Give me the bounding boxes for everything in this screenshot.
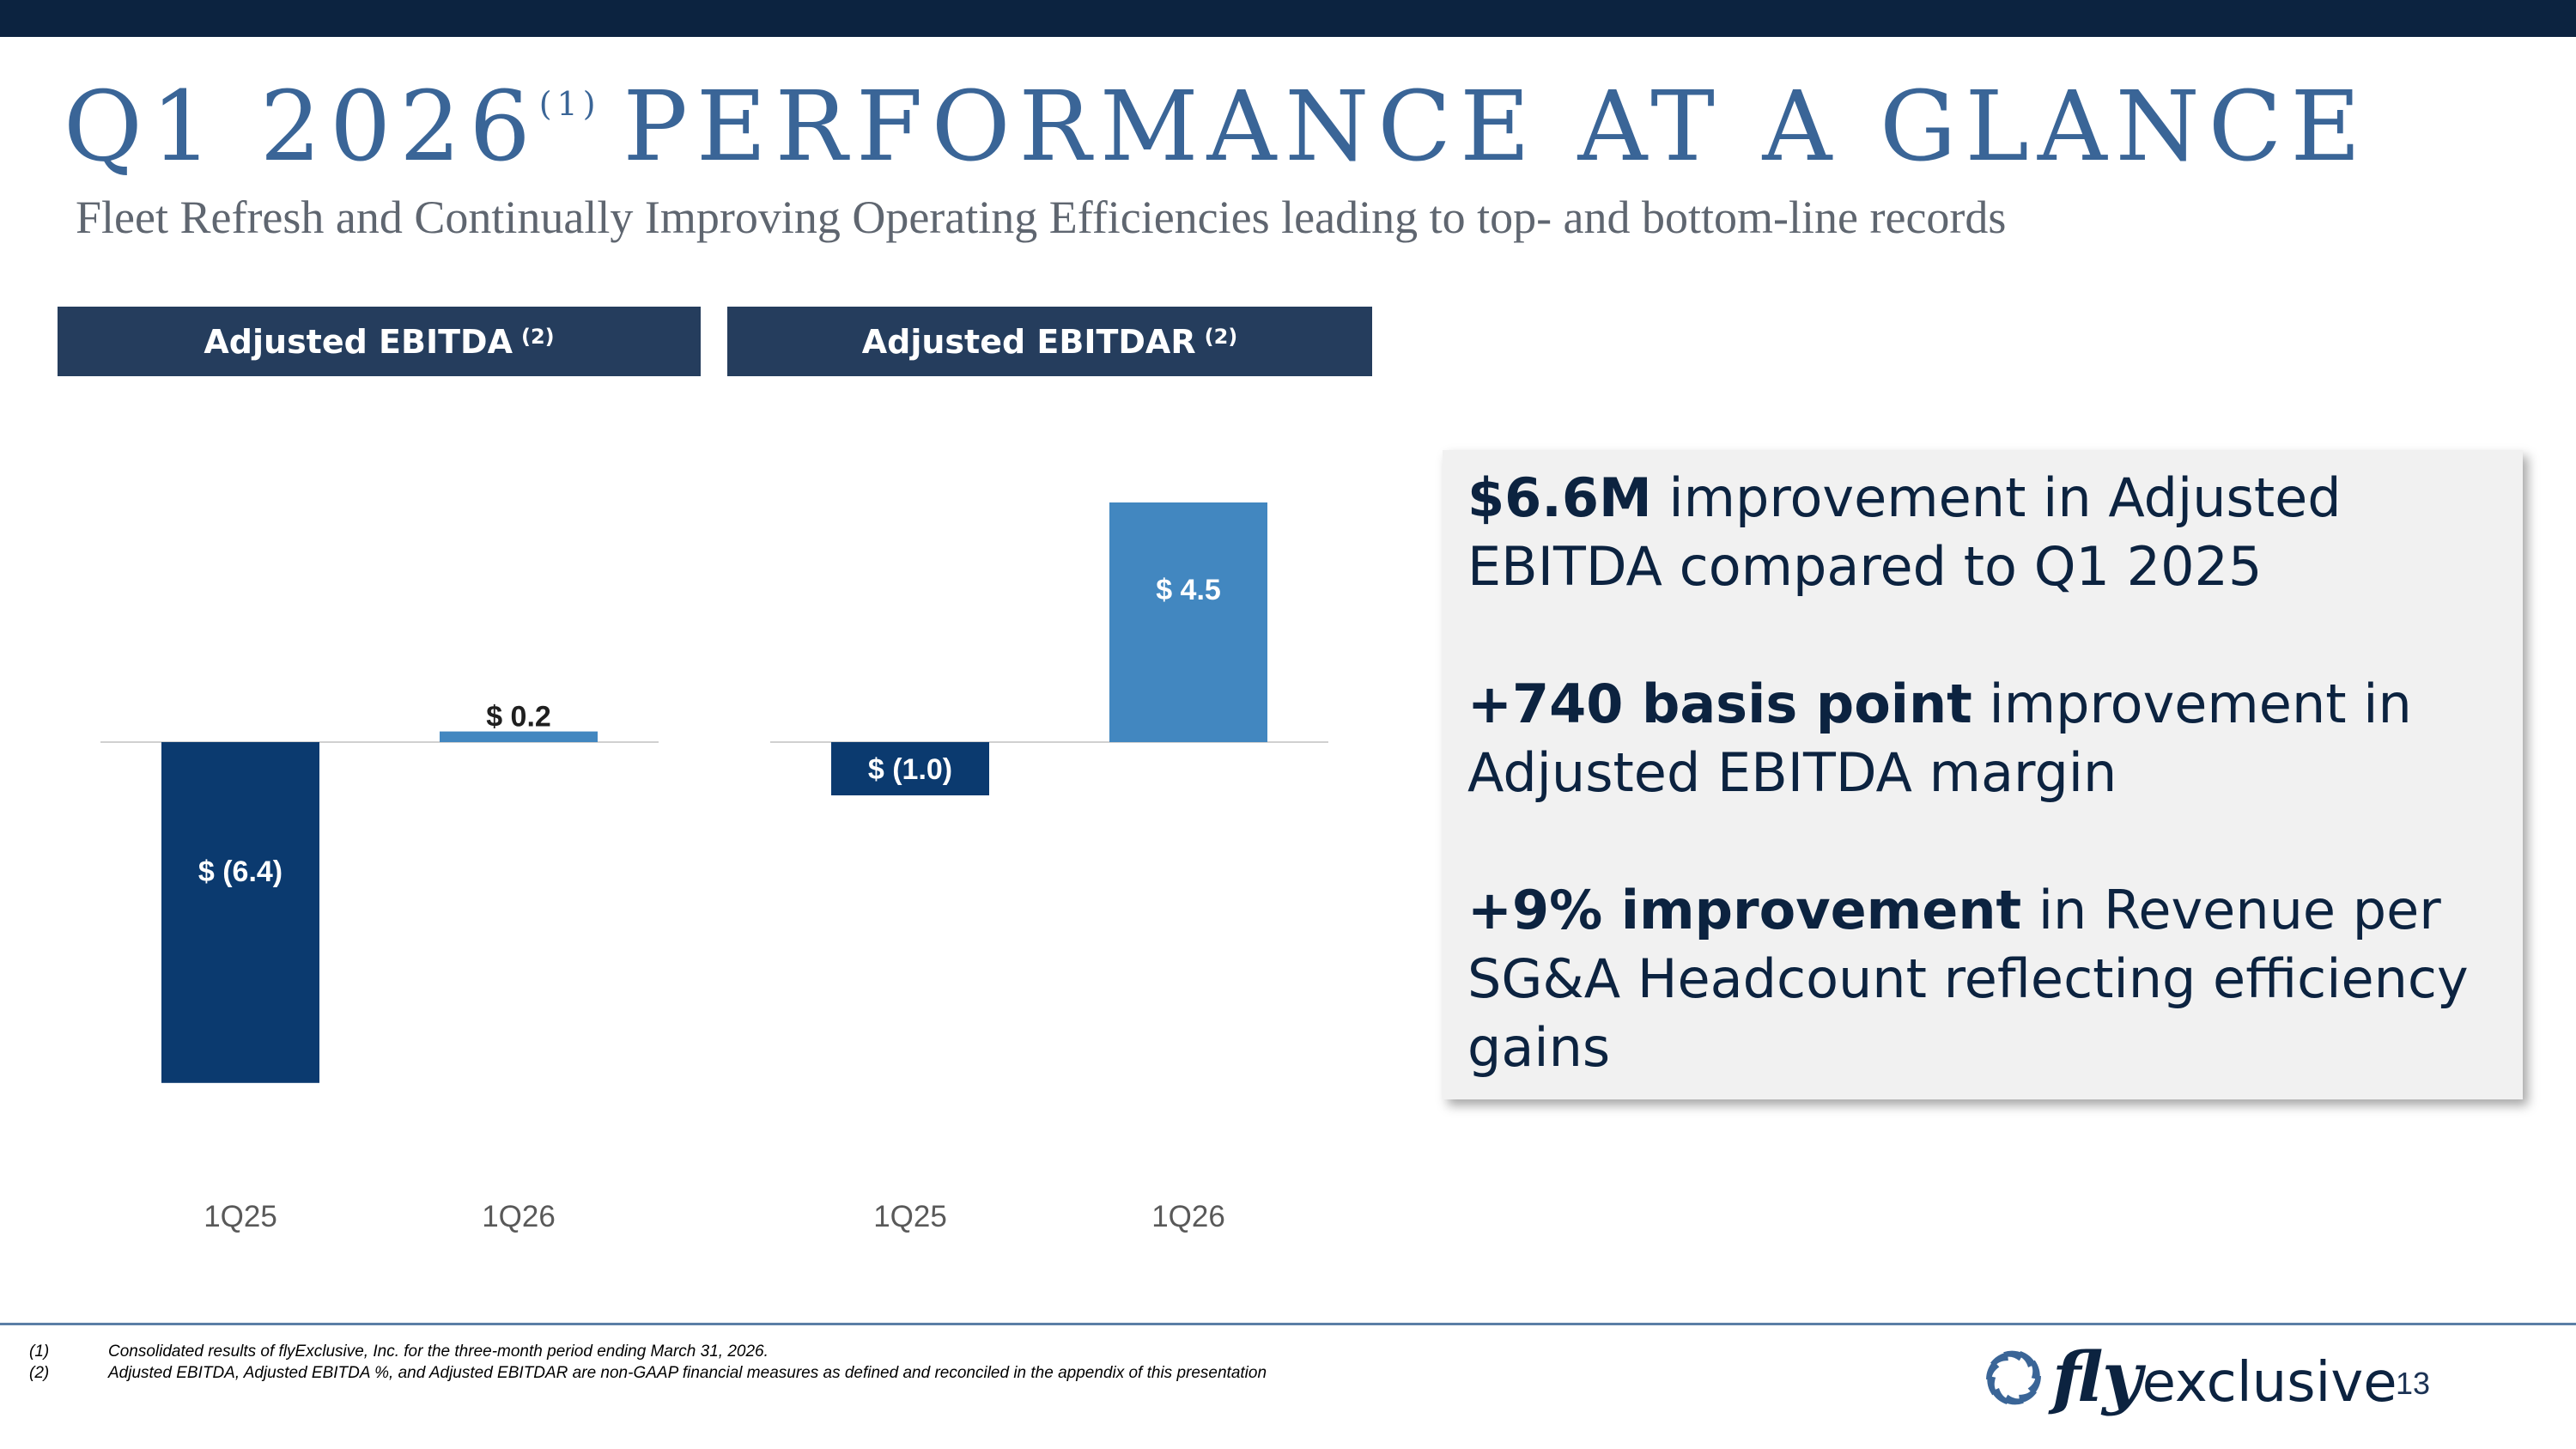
- ebitdar-header: Adjusted EBITDAR (2): [727, 307, 1372, 376]
- top-bar: [0, 0, 2576, 37]
- ebitda-header: Adjusted EBITDA (2): [58, 307, 701, 376]
- chart-2-value-label: $ 4.5: [1156, 574, 1221, 606]
- ebitdar-header-label: Adjusted EBITDAR: [861, 322, 1196, 361]
- highlights-callout: $6.6M improvement in Adjusted EBITDA com…: [1443, 450, 2523, 1099]
- footnote-number: (2): [29, 1364, 50, 1382]
- page-subtitle: Fleet Refresh and Continually Improving …: [76, 192, 2007, 243]
- footer-divider: [0, 1323, 2576, 1325]
- chart-2-category-label: 1Q25: [873, 1200, 947, 1233]
- footnote-number: (1): [29, 1342, 50, 1361]
- highlight-margin-improvement-value: +740 basis point: [1467, 673, 1972, 735]
- highlight-ebitda-improvement-text: improvement in Adjusted EBITDA compared …: [1467, 466, 2342, 598]
- page-number: 13: [2396, 1366, 2431, 1401]
- chart-1-category-label: 1Q25: [204, 1200, 277, 1233]
- highlight-ebitda-improvement-value: $6.6M: [1467, 466, 1652, 529]
- chart-1-bar-1q26: [440, 731, 598, 742]
- chart-1-category-label: 1Q26: [482, 1200, 556, 1233]
- turbine-icon: [1986, 1350, 2041, 1405]
- footnotes: (1) Consolidated results of flyExclusive,…: [29, 1341, 1267, 1384]
- ebitda-header-label: Adjusted EBITDA: [204, 322, 513, 361]
- highlight-margin-improvement-text: improvement in Adjusted EBITDA margin: [1467, 673, 2412, 804]
- chart-1-value-label: $ (6.4): [198, 855, 283, 888]
- highlight-revenue-per-headcount-text: in Revenue per SG&A Headcount reflecting…: [1467, 879, 2469, 1079]
- page-title: Q1 2026(1) PERFORMANCE AT A GLANCE: [64, 79, 2369, 175]
- logo-wordmark: flyexclusive: [2052, 1341, 2397, 1434]
- chart-2-bar-1q26: [1109, 502, 1267, 742]
- highlight-revenue-per-headcount: +9% improvement in Revenue per SG&A Head…: [1467, 876, 2511, 1082]
- logo-exclusive: exclusive: [2142, 1351, 2397, 1415]
- chart-2-value-label: $ (1.0): [868, 753, 952, 786]
- chart-2-category-label: 1Q26: [1151, 1200, 1225, 1233]
- highlight-revenue-per-headcount-value: +9% improvement: [1467, 879, 2022, 941]
- footnote: (2) Adjusted EBITDA, Adjusted EBITDA %, a…: [29, 1362, 1267, 1384]
- highlight-margin-improvement: +740 basis point improvement in Adjusted…: [1467, 670, 2511, 807]
- footnote-text: Consolidated results of flyExclusive, In…: [108, 1342, 769, 1361]
- title-footnote-ref: (1): [538, 85, 601, 123]
- highlight-ebitda-improvement: $6.6M improvement in Adjusted EBITDA com…: [1467, 464, 2511, 601]
- chart-1-bar-1q25: [161, 742, 319, 1083]
- flyexclusive-logo: flyexclusive: [1977, 1337, 2397, 1416]
- logo-fly: fly: [2052, 1336, 2142, 1417]
- footnote: (1) Consolidated results of flyExclusive,…: [29, 1341, 1267, 1362]
- ebitda-header-note: (2): [520, 324, 555, 349]
- footnote-text: Adjusted EBITDA, Adjusted EBITDA %, and …: [108, 1364, 1267, 1382]
- chart-2-bar-1q25: [831, 742, 989, 795]
- title-main: Q1 2026: [64, 71, 539, 183]
- ebitdar-header-note: (2): [1204, 324, 1238, 349]
- chart-1-value-label: $ 0.2: [486, 701, 551, 734]
- title-rest: PERFORMANCE AT A GLANCE: [623, 71, 2370, 183]
